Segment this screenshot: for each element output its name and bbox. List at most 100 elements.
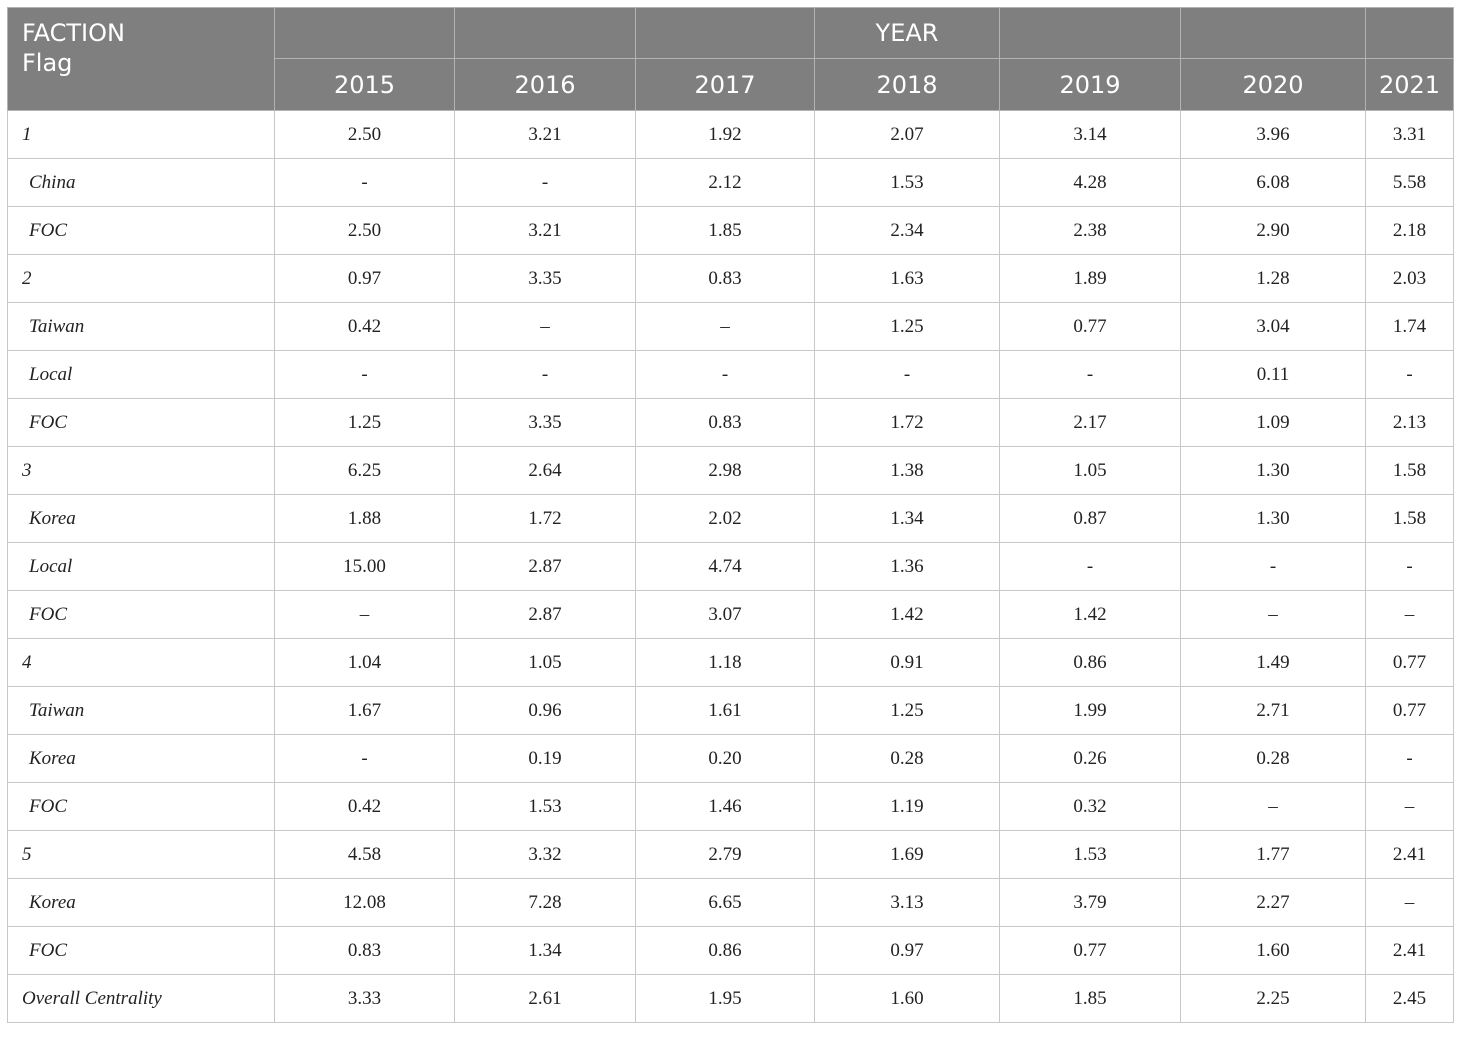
table-cell: 3.33 xyxy=(274,974,455,1023)
table-cell: 12.08 xyxy=(274,878,455,927)
faction-label: 5 xyxy=(7,830,275,879)
table-cell: 6.25 xyxy=(274,446,455,495)
table-cell: 1.89 xyxy=(999,254,1181,303)
table-cell: 1.49 xyxy=(1180,638,1366,687)
flag-row: Taiwan 1.67 0.96 1.61 1.25 1.99 2.71 0.77 xyxy=(7,686,1454,735)
flag-row: FOC 2.50 3.21 1.85 2.34 2.38 2.90 2.18 xyxy=(7,206,1454,255)
table-cell: 1.61 xyxy=(635,686,815,735)
table-cell: 1.34 xyxy=(454,926,636,975)
table-cell: 1.34 xyxy=(814,494,1000,543)
table-cell: 7.28 xyxy=(454,878,636,927)
table-cell: 2.79 xyxy=(635,830,815,879)
table-cell: 1.74 xyxy=(1365,302,1454,351)
table-cell: 2.71 xyxy=(1180,686,1366,735)
flag-row: FOC 0.83 1.34 0.86 0.97 0.77 1.60 2.41 xyxy=(7,926,1454,975)
corner-header-faction: FACTION xyxy=(22,19,125,47)
table-cell: - xyxy=(814,350,1000,399)
table-cell: 1.85 xyxy=(635,206,815,255)
table-cell: 1.53 xyxy=(454,782,636,831)
year-header: 2017 xyxy=(635,58,815,111)
table-cell: 1.30 xyxy=(1180,446,1366,495)
table-cell: 0.83 xyxy=(635,398,815,447)
table-cell: 1.72 xyxy=(454,494,636,543)
table-cell: 2.18 xyxy=(1365,206,1454,255)
flag-label: FOC xyxy=(7,590,275,639)
header-spacer xyxy=(1365,7,1454,59)
table-cell: 1.60 xyxy=(1180,926,1366,975)
faction-row: 3 6.25 2.64 2.98 1.38 1.05 1.30 1.58 xyxy=(7,446,1454,495)
table-cell: 2.27 xyxy=(1180,878,1366,927)
table-cell: 2.17 xyxy=(999,398,1181,447)
table-cell: 0.86 xyxy=(635,926,815,975)
header-spacer xyxy=(274,7,455,59)
faction-row: Overall Centrality 3.33 2.61 1.95 1.60 1.85 2.… xyxy=(7,974,1454,1023)
flag-label: Korea xyxy=(7,878,275,927)
flag-label: FOC xyxy=(7,206,275,255)
table-cell: 0.28 xyxy=(1180,734,1366,783)
year-group-header: YEAR xyxy=(814,7,1000,59)
table-cell: 0.83 xyxy=(635,254,815,303)
table-cell: 1.72 xyxy=(814,398,1000,447)
table-cell: 0.86 xyxy=(999,638,1181,687)
table-cell: 2.07 xyxy=(814,110,1000,159)
year-header: 2019 xyxy=(999,58,1181,111)
table-cell: 3.04 xyxy=(1180,302,1366,351)
faction-row: 2 0.97 3.35 0.83 1.63 1.89 1.28 2.03 xyxy=(7,254,1454,303)
table-cell: - xyxy=(274,734,455,783)
flag-row: China - -2.12 1.53 4.28 6.08 5.58 xyxy=(7,158,1454,207)
flag-row: Korea 12.08 7.28 6.65 3.13 3.79 2.27– xyxy=(7,878,1454,927)
table-header: FACTION Flag YEAR 2015 2016 2017 2018 20… xyxy=(7,7,1454,111)
table-cell: 1.42 xyxy=(814,590,1000,639)
flag-label: Taiwan xyxy=(7,302,275,351)
flag-label: Korea xyxy=(7,494,275,543)
faction-label: 4 xyxy=(7,638,275,687)
year-header: 2020 xyxy=(1180,58,1366,111)
flag-row: Taiwan 0.42– –1.25 0.77 3.04 1.74 xyxy=(7,302,1454,351)
table-cell: 3.21 xyxy=(454,206,636,255)
table-cell: 2.41 xyxy=(1365,926,1454,975)
flag-label: Taiwan xyxy=(7,686,275,735)
table-cell: 1.30 xyxy=(1180,494,1366,543)
table-cell: 4.74 xyxy=(635,542,815,591)
table-cell: – xyxy=(1365,590,1454,639)
corner-header: FACTION Flag xyxy=(7,7,275,111)
flag-row: Local 15.00 2.87 4.74 1.36- - - xyxy=(7,542,1454,591)
flag-label: FOC xyxy=(7,398,275,447)
table-cell: 1.77 xyxy=(1180,830,1366,879)
table-cell: – xyxy=(1180,590,1366,639)
table-cell: 1.69 xyxy=(814,830,1000,879)
table-cell: - xyxy=(1365,542,1454,591)
table-cell: 2.03 xyxy=(1365,254,1454,303)
table-cell: - xyxy=(999,542,1181,591)
table-cell: 3.14 xyxy=(999,110,1181,159)
table-cell: – xyxy=(454,302,636,351)
table-cell: 5.58 xyxy=(1365,158,1454,207)
table-cell: 3.07 xyxy=(635,590,815,639)
table-cell: 0.77 xyxy=(999,302,1181,351)
corner-header-flag: Flag xyxy=(22,49,73,77)
table-cell: 0.91 xyxy=(814,638,1000,687)
table-cell: 2.12 xyxy=(635,158,815,207)
table-cell: 1.92 xyxy=(635,110,815,159)
table-cell: 3.31 xyxy=(1365,110,1454,159)
table-cell: 3.79 xyxy=(999,878,1181,927)
table-cell: 0.32 xyxy=(999,782,1181,831)
table-cell: 1.25 xyxy=(814,686,1000,735)
table-cell: 0.83 xyxy=(274,926,455,975)
table-cell: 0.42 xyxy=(274,302,455,351)
table-cell: 3.21 xyxy=(454,110,636,159)
table-cell: 3.32 xyxy=(454,830,636,879)
year-header: 2021 xyxy=(1365,58,1454,111)
table-cell: - xyxy=(454,158,636,207)
table-cell: 1.60 xyxy=(814,974,1000,1023)
table-cell: 2.87 xyxy=(454,542,636,591)
table-cell: - xyxy=(274,350,455,399)
faction-label: 1 xyxy=(7,110,275,159)
table-cell: – xyxy=(1180,782,1366,831)
table-cell: 0.28 xyxy=(814,734,1000,783)
flag-row: FOC 0.42 1.53 1.46 1.19 0.32– – xyxy=(7,782,1454,831)
flag-row: FOC –2.87 3.07 1.42 1.42– – xyxy=(7,590,1454,639)
table-cell: 2.87 xyxy=(454,590,636,639)
flag-label: FOC xyxy=(7,926,275,975)
table-cell: 1.09 xyxy=(1180,398,1366,447)
